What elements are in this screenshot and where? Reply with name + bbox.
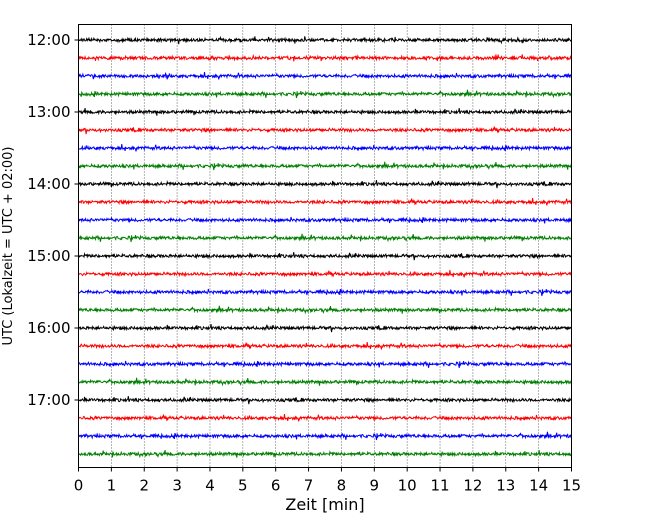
x-tick-label: 1 [107, 477, 117, 495]
x-tick-label: 5 [238, 477, 248, 495]
x-tick-label: 13 [496, 477, 515, 495]
y-ticks: 12:00 13:00 14:00 15:00 16:00 17:00 [27, 31, 79, 409]
seismogram-trace [78, 396, 572, 405]
x-tick-label: 7 [304, 477, 314, 495]
seismogram-trace [78, 180, 572, 189]
seismogram-trace [78, 305, 572, 315]
x-tick-label: 10 [398, 477, 417, 495]
x-tick-label: 14 [529, 477, 548, 495]
seismogram-trace [78, 126, 572, 135]
x-tick-label: 4 [205, 477, 215, 495]
seismogram-trace [78, 198, 572, 206]
plot-frame [78, 24, 572, 468]
y-tick-label: 14:00 [27, 175, 70, 193]
seismogram-trace [78, 161, 572, 171]
traces [78, 35, 572, 459]
seismogram-trace [78, 108, 572, 116]
x-tick-label: 3 [172, 477, 182, 495]
seismogram-trace [78, 342, 572, 350]
seismogram-trace [78, 270, 572, 278]
seismogram-trace [78, 431, 572, 441]
seismogram-trace [78, 360, 572, 369]
seismogram-trace [78, 53, 572, 62]
seismogram-trace [78, 144, 572, 152]
seismogram-trace [78, 324, 572, 333]
seismogram-trace [78, 288, 572, 297]
seismogram-trace [78, 71, 572, 80]
seismogram-trace [78, 35, 572, 45]
seismogram-trace [78, 89, 572, 99]
x-tick-label: 11 [430, 477, 449, 495]
x-tick-label: 15 [562, 477, 581, 495]
seismogram-trace [78, 216, 572, 224]
x-ticks: 0 1 2 3 4 5 6 7 8 9 10 11 12 13 14 15 [74, 467, 581, 495]
x-tick-label: 0 [74, 477, 84, 495]
y-tick-label: 15:00 [27, 247, 70, 265]
seismogram-trace [78, 414, 572, 422]
x-axis-label: Zeit [min] [285, 495, 364, 514]
y-tick-label: 12:00 [27, 31, 70, 49]
y-tick-label: 17:00 [27, 391, 70, 409]
seismogram-trace [78, 252, 572, 261]
y-tick-label: 13:00 [27, 103, 70, 121]
seismogram-trace [78, 233, 572, 243]
y-axis-label: UTC (Lokalzeit = UTC + 02:00) [1, 147, 16, 346]
vertical-grid [111, 24, 539, 468]
x-tick-label: 9 [370, 477, 380, 495]
y-tick-label: 16:00 [27, 319, 70, 337]
x-tick-label: 8 [337, 477, 347, 495]
x-tick-label: 2 [139, 477, 149, 495]
x-tick-label: 6 [271, 477, 281, 495]
seismogram-trace [78, 450, 572, 459]
seismogram-trace [78, 377, 572, 387]
x-tick-label: 12 [463, 477, 482, 495]
